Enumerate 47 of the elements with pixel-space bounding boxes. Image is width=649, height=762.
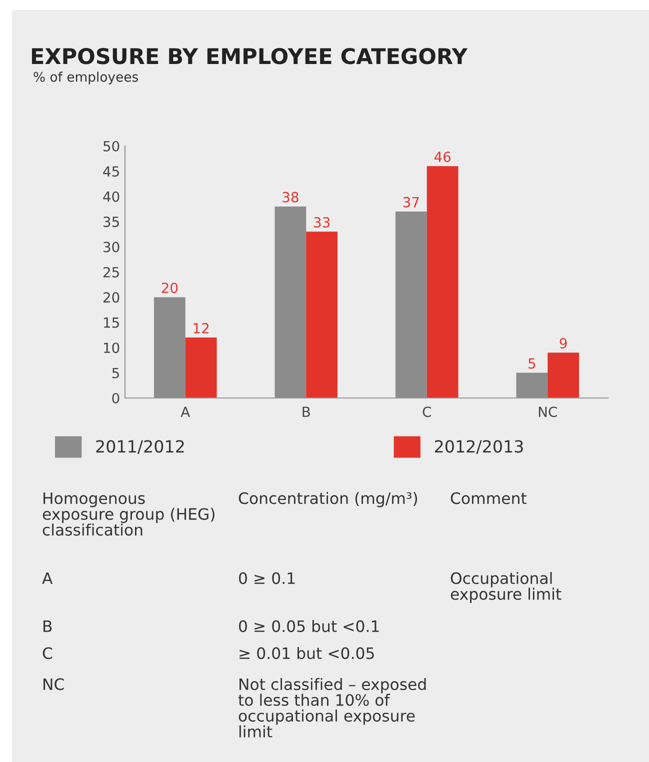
text: Comment [450,492,527,504]
bar [426,166,458,398]
y-tick-label: 40 [103,191,120,202]
data-label: 46 [434,152,451,162]
text: NC [44,678,64,690]
y-tick-label: 10 [104,342,120,354]
bar [274,206,306,398]
y-tick-label: 35 [104,216,119,228]
y-tick-label: 30 [104,242,120,252]
data-label: 5 [528,358,536,369]
x-tick-label: NC [538,406,557,418]
x-tick-label: C [422,406,431,418]
y-tick-label: 45 [103,166,119,177]
bar [185,338,217,398]
y-tick-label: 25 [103,266,119,278]
data-label: 12 [194,322,209,334]
bar [395,212,427,398]
text: Occupational exposure limit [450,572,562,603]
data-label: 33 [314,217,330,228]
bar [548,352,580,398]
data-label: 20 [162,282,178,294]
text: Homogenous exposure group (HEG) classification [42,492,214,536]
data-label: 38 [282,192,298,202]
y-tick-label: 50 [104,140,120,152]
y-tick-label: 0 [112,392,120,404]
data-label: 37 [403,196,419,208]
y-tick-label: 5 [112,368,119,378]
text: ≥ 0.01 but <0.05 [240,647,374,660]
x-tick-label: B [302,406,310,417]
y-tick-label: 20 [103,292,120,303]
bar [306,232,338,398]
text: B [44,620,52,632]
text: Concentration (mg/m³) [238,492,418,508]
bar [516,372,548,398]
chart-title: EXPOSURE BY EMPLOYEE CATEGORY [32,48,468,64]
text: C [42,647,52,660]
data-label: 9 [560,338,567,349]
text: 0 ≥ 0.1 [239,572,295,584]
legend-label: 2012/2013 [435,440,523,454]
text: 0 ≥ 0.05 but <0.1 [239,620,379,632]
legend-label: 2011/2012 [96,440,184,454]
x-tick-label: A [180,406,190,417]
bar [154,297,186,398]
text: Not classified – exposed to less than 10% of occupational exposure limit [238,678,426,738]
text: A [42,572,53,584]
y-tick-label: 15 [104,318,119,328]
chart-subtitle: % of employees [34,72,138,84]
